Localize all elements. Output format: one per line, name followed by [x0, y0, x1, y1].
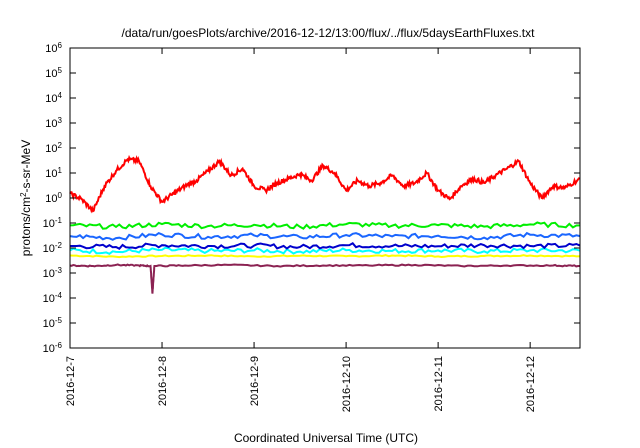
- series-line-4: [69, 221, 581, 230]
- plot-frame: [69, 47, 581, 349]
- y-axis: 10-6 10-5 10-4 10-3 10-2 10-1 100 101 102 103 104 1…: [43, 41, 580, 356]
- x-tick-label: 2016-12-9: [249, 356, 261, 406]
- y-tick-label: 10-6: [43, 341, 63, 356]
- y-tick-label: 104: [45, 91, 62, 106]
- y-tick-label: 100: [45, 191, 62, 206]
- y-axis-label: protons/cm2-s-sr-MeV: [19, 140, 34, 256]
- x-tick-label: 2016-12-7: [65, 356, 77, 406]
- y-tick-label: 10-2: [43, 241, 63, 256]
- x-axis: 2016-12-7 2016-12-8 2016-12-9 2016-12-10 201…: [65, 48, 537, 412]
- y-tick-label: 103: [45, 116, 62, 131]
- series-layer: [69, 154, 581, 294]
- series-line-5: [69, 263, 580, 294]
- series-line-6: [69, 154, 581, 214]
- y-tick-label: 10-1: [43, 216, 63, 231]
- x-tick-label: 2016-12-8: [157, 356, 169, 406]
- y-tick-label: 106: [45, 41, 62, 56]
- x-tick-label: 2016-12-12: [525, 356, 537, 412]
- y-tick-label: 10-5: [43, 316, 63, 331]
- chart-title: /data/run/goesPlots/archive/2016-12-12/1…: [122, 26, 536, 40]
- y-tick-label: 101: [45, 166, 62, 181]
- x-tick-label: 2016-12-11: [433, 356, 445, 411]
- y-tick-label: 102: [45, 141, 62, 156]
- y-tick-label: 105: [45, 66, 62, 81]
- series-line-0: [69, 254, 581, 259]
- series-line-3: [69, 231, 581, 241]
- series-line-1: [69, 246, 581, 255]
- x-axis-label: Coordinated Universal Time (UTC): [234, 431, 418, 445]
- series-line-2: [70, 242, 581, 250]
- x-tick-label: 2016-12-10: [341, 356, 353, 412]
- y-tick-label: 10-4: [43, 291, 63, 306]
- y-tick-label: 10-3: [43, 266, 63, 281]
